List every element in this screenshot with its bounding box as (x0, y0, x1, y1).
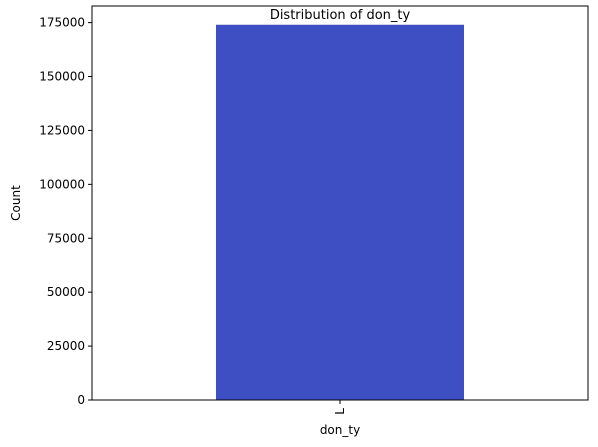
x-tick-label: L (333, 408, 347, 415)
chart-title: Distribution of don_ty (270, 8, 411, 23)
y-tick-label: 100000 (39, 177, 85, 191)
y-tick-label: 175000 (39, 16, 85, 30)
y-tick-label: 125000 (39, 123, 85, 137)
y-tick-label: 50000 (47, 285, 85, 299)
x-axis-label: don_ty (320, 423, 360, 437)
y-tick-label: 150000 (39, 70, 85, 84)
y-tick-label: 75000 (47, 231, 85, 245)
y-axis-label: Count (9, 185, 23, 221)
y-tick-label: 25000 (47, 339, 85, 353)
y-tick-label: 0 (77, 393, 85, 407)
x-axis-ticks: L (333, 400, 347, 415)
bar-L (216, 24, 464, 401)
bars-group (216, 24, 464, 401)
y-axis-ticks: 0 25000 50000 75000 100000 125000 150000 175000 (39, 16, 92, 407)
plot-frame (91, 5, 589, 401)
